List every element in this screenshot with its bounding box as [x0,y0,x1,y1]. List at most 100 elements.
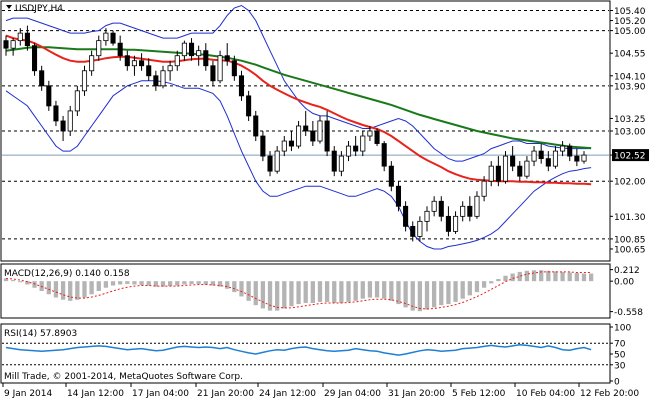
candle [296,120,302,149]
candle-body [431,200,437,212]
candle-body [217,55,223,82]
candle-body [438,200,444,217]
macd-bar [210,281,216,286]
macd-histogram [3,270,594,312]
candle [502,151,509,184]
macd-bar [346,281,351,302]
macd-bar [417,281,423,312]
candle [281,136,287,157]
candle-body [395,185,402,207]
candle-body [60,120,66,132]
candle-body [417,220,423,237]
candle-body [210,65,216,82]
candle [74,85,80,116]
time-tick-label: 5 Feb 12:00 [452,389,506,399]
candle [246,90,252,121]
candle-body [474,195,480,217]
candlestick-series [3,25,587,242]
candle-body [103,32,109,42]
candle-body [296,125,302,147]
macd-bar [360,281,365,299]
macd-bar [496,279,501,282]
macd-bar [239,281,244,297]
candle [89,50,95,76]
price-tick-label: 105.20 [614,17,646,27]
rsi-tick-label: 50 [614,351,626,361]
macd-bar [225,281,230,289]
candle-body [481,180,487,197]
macd-bar [489,281,494,284]
candle-body [146,65,152,77]
macd-tick-label: 0.00 [614,278,634,288]
candle-body [46,85,52,107]
rsi-path [5,344,592,356]
candle-body [124,55,130,67]
macd-bar [439,281,444,306]
time-tick-label: 31 Jan 20:00 [388,389,445,399]
time-tick-label: 12 Feb 20:00 [580,389,639,399]
candle-body [196,50,202,57]
candle [160,65,166,89]
candle-body [203,50,209,67]
candle-body [524,160,530,177]
macd-bar [82,281,87,298]
candle-body [324,120,330,152]
price-tick-label: 100.85 [614,235,646,245]
macd-bar [25,281,30,285]
macd-bar [60,281,66,300]
candle-body [403,205,409,227]
candle [167,60,173,81]
macd-bar [588,273,594,282]
candle-body [538,150,544,160]
candle-body [581,154,587,162]
candle-body [96,40,102,57]
candle-body [39,70,45,87]
macd-pane-frame [0,263,611,319]
candle-body [17,32,23,42]
macd-bar [3,278,9,282]
candle-body [288,140,294,147]
candle [474,191,480,219]
macd-bar [282,281,287,309]
candle [96,35,102,61]
candle [431,196,437,217]
candle-body [531,150,537,162]
candle [353,136,359,157]
candle-body [238,75,245,97]
candle [445,206,451,237]
macd-bar [32,281,37,288]
candle-body [174,55,180,67]
candle-body [388,165,394,187]
macd-tick-label: -0.558 [614,308,643,318]
candle-body [139,60,145,67]
macd-bar [517,271,522,282]
macd-bar [503,275,508,282]
candle-body [381,143,387,167]
macd-bar [324,281,330,302]
candle-body [246,95,252,117]
candle [467,196,473,222]
candle-body [181,42,187,57]
candle [267,151,273,177]
macd-pane[interactable]: 0.212 0.00 -0.558 MACD(12,26,9) 0.140 0.15… [0,263,643,319]
price-tick-label: 104.10 [614,72,646,82]
time-tick-label: 17 Jan 04:00 [132,389,189,399]
macd-axis: 0.212 0.00 -0.558 [610,266,643,318]
rsi-tick-label: 100 [614,324,631,334]
time-axis: 9 Jan 2014 14 Jan 12:00 17 Jan 04:00 21 Jan… [2,383,639,399]
macd-bar [389,281,394,301]
macd-bar [260,281,266,309]
candle [53,100,59,126]
macd-bar [546,270,551,282]
candle [3,35,9,56]
macd-tick-label: 0.212 [614,266,640,276]
candle-body [360,135,366,152]
candle [174,50,180,71]
candle-body [303,125,309,132]
macd-bar [68,281,73,301]
candle [310,120,316,147]
macd-bar [182,281,187,285]
candle-body [445,215,451,232]
